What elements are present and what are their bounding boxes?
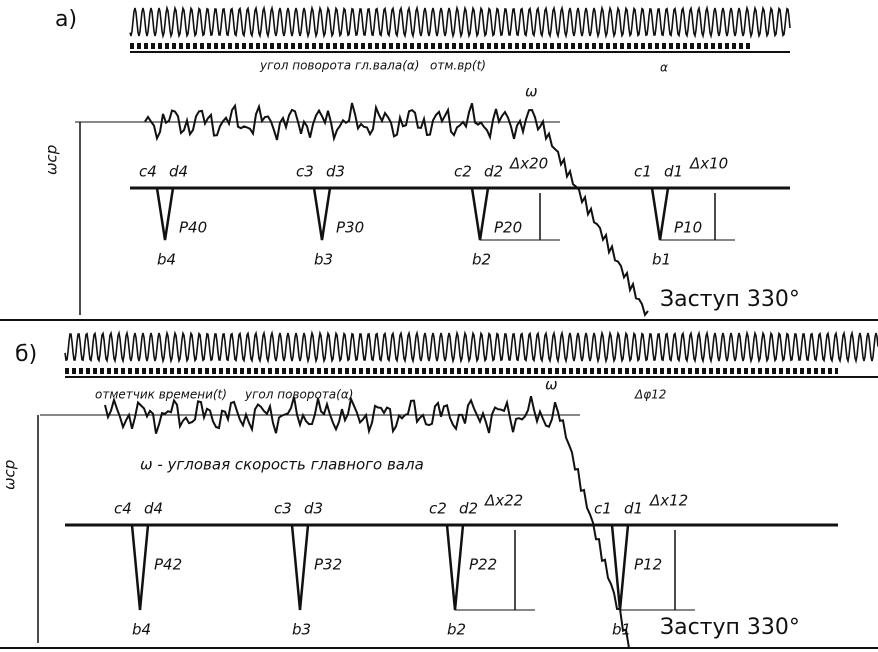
angle-label: угол поворота(α) bbox=[244, 388, 353, 402]
angle-trace bbox=[65, 333, 878, 361]
step-label: Заступ 330° bbox=[660, 615, 800, 640]
d-label: d3 bbox=[304, 500, 323, 518]
omega-caption: ω - угловая скорость главного вала bbox=[140, 456, 424, 474]
d-label: d1 bbox=[624, 500, 643, 518]
b-label: b1 bbox=[612, 621, 631, 639]
oscillogram: а) отм.вр(t) угол поворота гл.вала(α) α ω c4 d… bbox=[0, 0, 878, 652]
b-label: b4 bbox=[132, 621, 151, 639]
panel-label: а) bbox=[55, 7, 77, 32]
p-label: P10 bbox=[674, 219, 702, 237]
d-label: d4 bbox=[144, 500, 163, 518]
dip bbox=[472, 188, 488, 240]
dip bbox=[157, 188, 173, 240]
c-label: c4 bbox=[114, 500, 132, 518]
dip bbox=[652, 188, 668, 240]
p-label: P30 bbox=[336, 219, 364, 237]
dip bbox=[314, 188, 330, 240]
b-label: b3 bbox=[292, 621, 311, 639]
angle-label: угол поворота гл.вала(α) bbox=[259, 59, 419, 73]
d-label: d4 bbox=[169, 163, 188, 181]
c-label: c3 bbox=[274, 500, 292, 518]
c-label: c1 bbox=[634, 163, 652, 181]
omega-trace bbox=[105, 396, 629, 648]
c-label: c1 bbox=[594, 500, 612, 518]
dip bbox=[132, 525, 148, 610]
d-label: d2 bbox=[459, 500, 478, 518]
p-label: P40 bbox=[179, 219, 207, 237]
b-label: b1 bbox=[652, 251, 671, 269]
panel-label: б) bbox=[15, 342, 37, 367]
angle-trace bbox=[130, 8, 790, 36]
d-label: d1 bbox=[664, 163, 683, 181]
step-label: Заступ 330° bbox=[660, 287, 800, 312]
c-label: c3 bbox=[296, 163, 314, 181]
d-label: d3 bbox=[326, 163, 345, 181]
omega-label: ω bbox=[545, 376, 558, 394]
dip bbox=[447, 525, 463, 610]
d-label: d2 bbox=[484, 163, 503, 181]
dip bbox=[292, 525, 308, 610]
dx-label: Δx12 bbox=[649, 492, 688, 510]
omega-label: ω bbox=[525, 83, 538, 101]
b-label: b2 bbox=[472, 251, 491, 269]
dx-label: Δx20 bbox=[509, 155, 548, 173]
c-label: c4 bbox=[139, 163, 157, 181]
c-label: c2 bbox=[454, 163, 472, 181]
p-label: P12 bbox=[634, 556, 662, 574]
b-label: b4 bbox=[157, 251, 176, 269]
alpha-label: α bbox=[660, 61, 668, 75]
omega-trace bbox=[145, 103, 648, 315]
alpha-label: Δφ12 bbox=[634, 388, 666, 402]
avg-label: ωср bbox=[43, 145, 61, 175]
dx-label: Δx22 bbox=[484, 492, 523, 510]
p-label: P22 bbox=[469, 556, 497, 574]
c-label: c2 bbox=[429, 500, 447, 518]
b-label: b3 bbox=[314, 251, 333, 269]
dx-label: Δx10 bbox=[689, 155, 728, 173]
p-label: P32 bbox=[314, 556, 342, 574]
p-label: P42 bbox=[154, 556, 182, 574]
p-label: P20 bbox=[494, 219, 522, 237]
b-label: b2 bbox=[447, 621, 466, 639]
time-label: отм.вр(t) bbox=[430, 59, 486, 73]
avg-label: ωср bbox=[1, 460, 19, 490]
